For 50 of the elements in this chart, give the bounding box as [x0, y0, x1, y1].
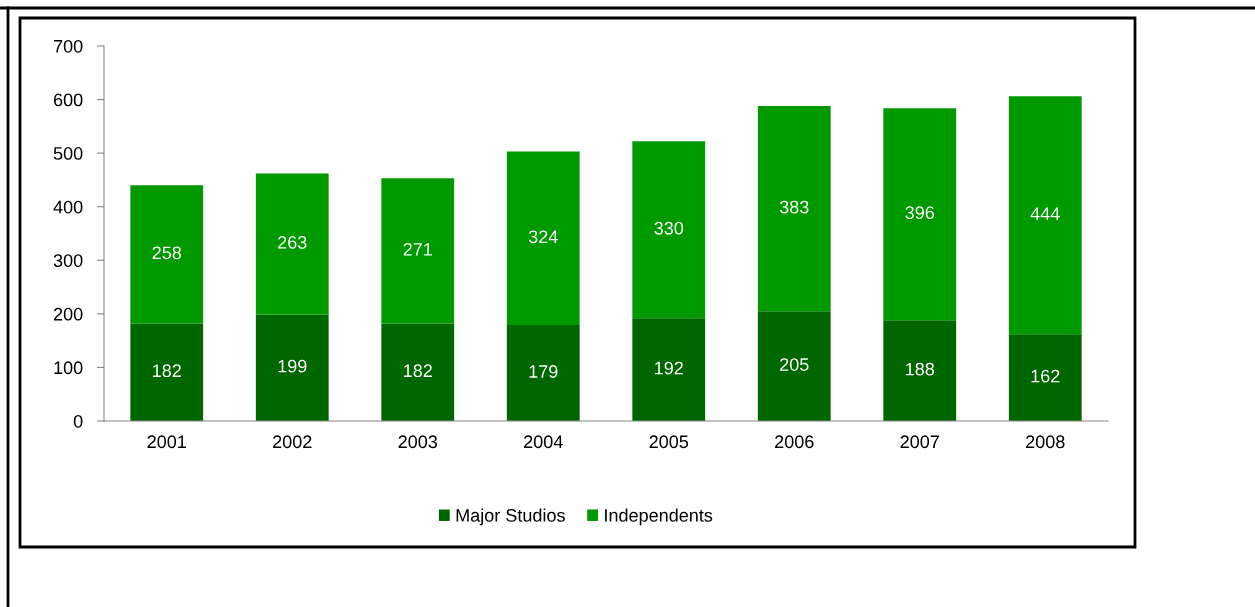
data-label: 179	[529, 365, 558, 378]
legend-label: Major Studios	[456, 508, 565, 526]
bar	[506, 325, 580, 421]
bar	[632, 318, 706, 421]
data-label: 188	[906, 362, 935, 376]
x-tick-label: 2004	[524, 435, 563, 449]
data-label: 192	[655, 361, 683, 375]
bar	[757, 106, 831, 312]
bar	[1008, 334, 1082, 421]
data-label: 396	[905, 206, 935, 220]
y-tick-label: 600	[53, 93, 83, 107]
x-tick-label: 2003	[398, 435, 438, 449]
bar	[757, 311, 831, 421]
bar	[130, 185, 204, 324]
data-label: 383	[779, 200, 809, 214]
data-label: 205	[780, 358, 809, 371]
data-label: 162	[1031, 369, 1060, 383]
x-tick-label: 2002	[273, 435, 312, 449]
bar	[255, 173, 329, 315]
x-tick-label: 2007	[900, 435, 939, 449]
y-tick-label: 100	[54, 361, 83, 375]
data-label: 182	[153, 364, 181, 378]
bar	[381, 178, 455, 324]
y-tick-label: 500	[53, 147, 83, 160]
data-label: 199	[278, 359, 307, 373]
data-label: 444	[1030, 207, 1060, 220]
y-tick-label: 300	[53, 254, 83, 268]
bar	[883, 320, 957, 421]
data-label: 258	[152, 246, 182, 260]
data-label: 182	[404, 364, 432, 378]
data-label: 324	[528, 230, 558, 244]
y-tick-label: 400	[53, 200, 83, 214]
y-tick-label: 700	[53, 39, 83, 53]
data-label: 330	[654, 221, 684, 235]
bar	[506, 151, 580, 326]
x-tick-label: 2008	[1026, 435, 1065, 449]
bar	[1008, 96, 1082, 335]
data-label: 271	[403, 242, 432, 256]
bar	[130, 323, 204, 421]
bar	[883, 108, 957, 321]
x-tick-label: 2006	[775, 435, 814, 449]
bar	[255, 314, 329, 421]
y-tick-label: 200	[53, 307, 83, 321]
bar	[632, 141, 706, 319]
x-tick-label: 2001	[147, 435, 186, 449]
bar	[381, 323, 455, 421]
x-tick-label: 2005	[649, 435, 689, 449]
y-tick-label: 0	[73, 414, 83, 428]
legend-label: Independents	[605, 508, 713, 526]
data-label: 263	[278, 236, 307, 249]
